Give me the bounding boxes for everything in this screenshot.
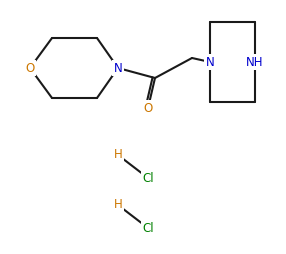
Text: N: N (206, 56, 214, 69)
Text: Cl: Cl (142, 221, 154, 234)
Text: O: O (25, 61, 35, 74)
Text: Cl: Cl (142, 171, 154, 184)
Text: H: H (114, 149, 122, 162)
Text: N: N (114, 61, 122, 74)
Text: H: H (114, 198, 122, 212)
Text: NH: NH (246, 56, 264, 69)
Text: O: O (143, 102, 153, 115)
